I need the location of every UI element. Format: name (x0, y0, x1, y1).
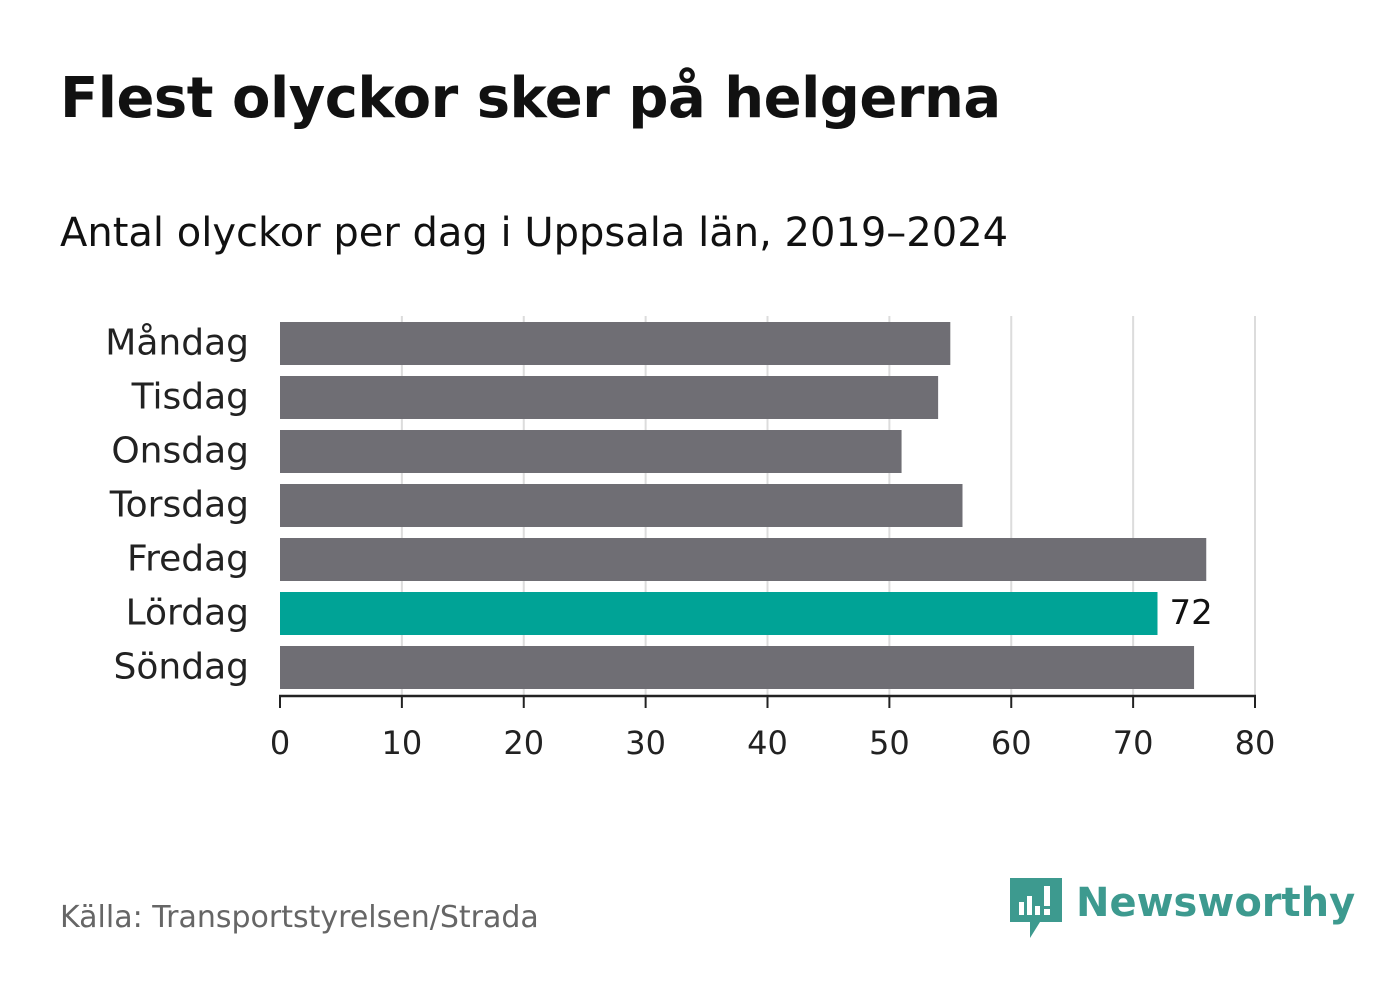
category-label-måndag: Måndag (105, 323, 249, 364)
x-tick-label-0: 0 (270, 724, 290, 762)
data-labels: 72 (1170, 593, 1213, 633)
bar-lördag (280, 592, 1158, 635)
category-label-torsdag: Torsdag (109, 485, 249, 526)
x-axis: 0 10 20 30 40 50 60 70 80 (270, 694, 1276, 762)
category-label-lördag: Lördag (126, 593, 249, 634)
x-tick-label-40: 40 (747, 724, 788, 762)
x-tick-label-10: 10 (382, 724, 423, 762)
x-tick-label-30: 30 (625, 724, 666, 762)
brand: Newsworthy (1010, 878, 1355, 940)
bar-måndag (280, 322, 951, 365)
bar-torsdag (280, 484, 963, 527)
x-tick-label-60: 60 (991, 724, 1032, 762)
category-label-tisdag: Tisdag (131, 377, 249, 418)
x-tick-label-20: 20 (503, 724, 544, 762)
x-tick-label-70: 70 (1113, 724, 1154, 762)
bar-söndag (280, 646, 1195, 689)
bar-fredag (280, 538, 1207, 581)
category-labels: Måndag Tisdag Onsdag Torsdag Fredag Lördag Sön… (105, 323, 249, 688)
category-label-söndag: Söndag (114, 647, 249, 688)
category-label-onsdag: Onsdag (111, 431, 249, 472)
brand-name: Newsworthy (1076, 880, 1356, 926)
bars (280, 322, 1207, 689)
bar-tisdag (280, 376, 939, 419)
chart-subtitle: Antal olyckor per dag i Uppsala län, 201… (60, 210, 1009, 256)
chart-title: Flest olyckor sker på helgerna (60, 66, 1001, 131)
bar-onsdag (280, 430, 902, 473)
source-note: Källa: Transportstyrelsen/Strada (60, 900, 539, 935)
category-label-fredag: Fredag (127, 539, 249, 580)
x-tick-label-50: 50 (869, 724, 910, 762)
newsworthy-logo-icon (1010, 878, 1062, 938)
x-tick-label-80: 80 (1235, 724, 1276, 762)
data-label-lördag: 72 (1170, 593, 1213, 633)
